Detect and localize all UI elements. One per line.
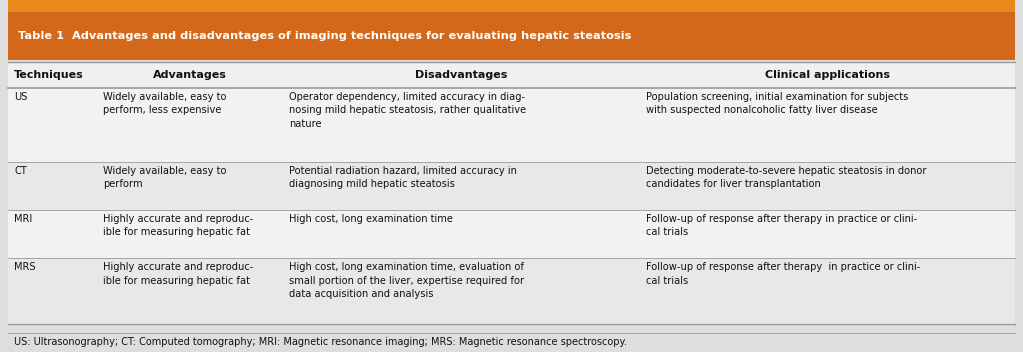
Bar	[8, 88, 1015, 162]
Text: Clinical applications: Clinical applications	[765, 70, 890, 80]
Text: MRI: MRI	[14, 214, 33, 224]
Text: Follow-up of response after therapy in practice or clini-
cal trials: Follow-up of response after therapy in p…	[647, 214, 918, 237]
Text: US: US	[14, 92, 28, 101]
Text: High cost, long examination time, evaluation of
small portion of the liver, expe: High cost, long examination time, evalua…	[290, 262, 524, 299]
Text: Techniques: Techniques	[14, 70, 84, 80]
Bar	[8, 62, 1015, 324]
Bar	[8, 258, 1015, 324]
Text: Widely available, easy to
perform: Widely available, easy to perform	[103, 165, 226, 189]
Text: Potential radiation hazard, limited accuracy in
diagnosing mild hepatic steatosi: Potential radiation hazard, limited accu…	[290, 165, 517, 189]
Bar	[8, 62, 1015, 88]
Text: Highly accurate and reproduc-
ible for measuring hepatic fat: Highly accurate and reproduc- ible for m…	[103, 262, 254, 285]
Text: US: Ultrasonography; CT: Computed tomography; MRI: Magnetic resonance imaging; M: US: Ultrasonography; CT: Computed tomogr…	[14, 337, 627, 347]
Text: Detecting moderate-to-severe hepatic steatosis in donor
candidates for liver tra: Detecting moderate-to-severe hepatic ste…	[647, 165, 927, 189]
Text: MRS: MRS	[14, 262, 36, 272]
Bar	[8, 210, 1015, 258]
Bar	[8, 12, 1015, 60]
Text: Advantages: Advantages	[153, 70, 227, 80]
Text: Disadvantages: Disadvantages	[415, 70, 507, 80]
Text: Widely available, easy to
perform, less expensive: Widely available, easy to perform, less …	[103, 92, 226, 115]
Text: Highly accurate and reproduc-
ible for measuring hepatic fat: Highly accurate and reproduc- ible for m…	[103, 214, 254, 237]
Text: Follow-up of response after therapy  in practice or clini-
cal trials: Follow-up of response after therapy in p…	[647, 262, 921, 285]
Text: Operator dependency, limited accuracy in diag-
nosing mild hepatic steatosis, ra: Operator dependency, limited accuracy in…	[290, 92, 526, 129]
Bar	[8, 0, 1015, 12]
Text: CT: CT	[14, 165, 28, 176]
Text: Population screening, initial examination for subjects
with suspected nonalcohol: Population screening, initial examinatio…	[647, 92, 908, 115]
Text: Table 1  Advantages and disadvantages of imaging techniques for evaluating hepat: Table 1 Advantages and disadvantages of …	[18, 31, 632, 41]
Bar	[8, 162, 1015, 210]
Text: High cost, long examination time: High cost, long examination time	[290, 214, 453, 224]
